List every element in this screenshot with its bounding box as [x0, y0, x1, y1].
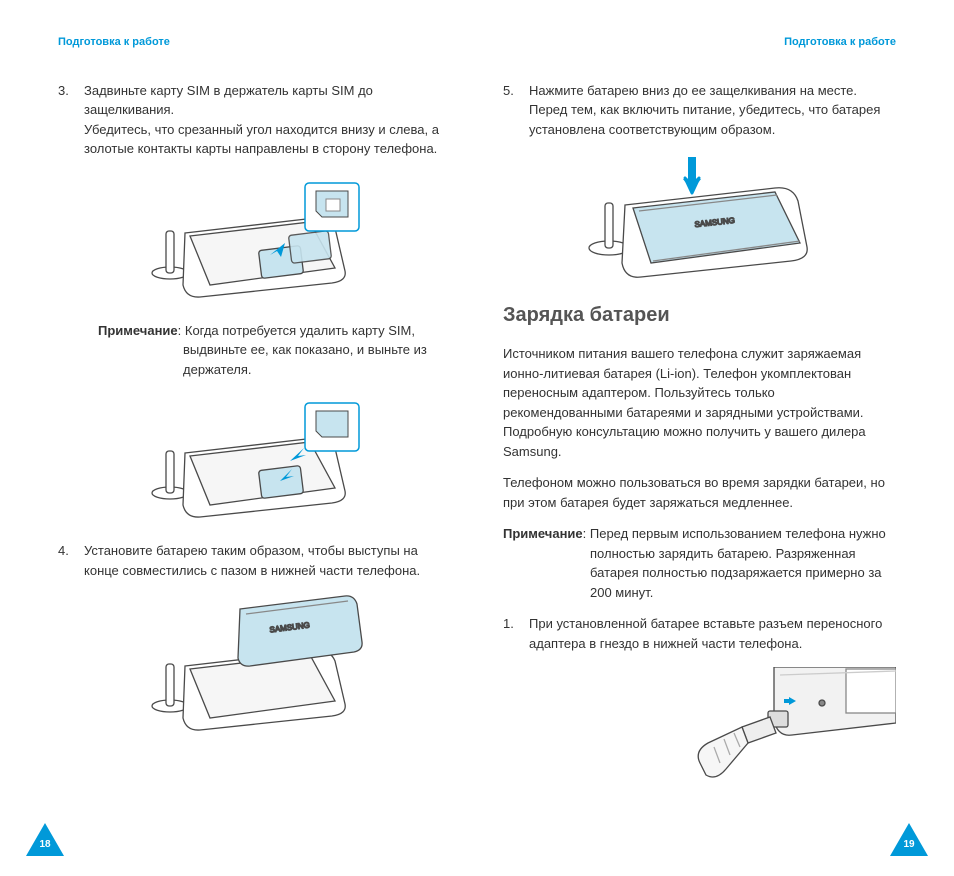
note-sim-remove: Примечание: Когда потребуется удалить ка…: [58, 321, 451, 380]
step-4-number: 4.: [58, 541, 72, 580]
charging-paragraph-2: Телефоном можно пользоваться во время за…: [503, 473, 896, 512]
right-page: Подготовка к работе 5. Нажмите батарею в…: [477, 0, 954, 876]
page-number-right: 19: [890, 823, 928, 856]
note-label: Примечание: [98, 323, 178, 338]
note-label-right: Примечание: [503, 526, 583, 541]
figure-sim-remove: [58, 393, 451, 523]
page-number-left-value: 18: [26, 837, 64, 852]
step-4: 4. Установите батарею таким образом, что…: [58, 541, 451, 580]
figure-charger: [503, 667, 896, 797]
step-5-text: Нажмите батарею вниз до ее защелкивания …: [529, 81, 896, 140]
step-3-number: 3.: [58, 81, 72, 159]
charge-step-1-number: 1.: [503, 614, 517, 653]
left-page-header: Подготовка к работе: [58, 34, 451, 51]
charge-step-1-text: При установленной батарее вставьте разъе…: [529, 614, 896, 653]
note-text-right: : Перед первым использованием телефона н…: [583, 526, 886, 600]
sim-remove-diagram: [140, 393, 370, 523]
left-page: Подготовка к работе 3. Задвиньте карту S…: [0, 0, 477, 876]
step-3-text: Задвиньте карту SIM в держатель карты SI…: [84, 81, 451, 159]
note-first-charge: Примечание: Перед первым использованием …: [503, 524, 896, 602]
step-5-number: 5.: [503, 81, 517, 140]
step-5: 5. Нажмите батарею вниз до ее защелкиван…: [503, 81, 896, 140]
charging-paragraph-1: Источником питания вашего телефона служи…: [503, 344, 896, 461]
charger-diagram: [696, 667, 896, 797]
step-4-text: Установите батарею таким образом, чтобы …: [84, 541, 451, 580]
figure-battery-install: SAMSUNG: [58, 594, 451, 739]
note-text: : Когда потребуется удалить карту SIM, в…: [178, 323, 427, 377]
manual-spread: Подготовка к работе 3. Задвиньте карту S…: [0, 0, 954, 876]
page-number-right-value: 19: [890, 837, 928, 852]
section-title-charging: Зарядка батареи: [503, 300, 896, 330]
step-3: 3. Задвиньте карту SIM в держатель карты…: [58, 81, 451, 159]
battery-press-diagram: SAMSUNG: [575, 153, 825, 278]
sim-insert-diagram: [140, 173, 370, 303]
figure-battery-press: SAMSUNG: [503, 153, 896, 278]
page-number-left: 18: [26, 823, 64, 856]
right-page-header: Подготовка к работе: [503, 34, 896, 51]
figure-sim-insert: [58, 173, 451, 303]
charge-step-1: 1. При установленной батарее вставьте ра…: [503, 614, 896, 653]
battery-install-diagram: SAMSUNG: [140, 594, 370, 739]
